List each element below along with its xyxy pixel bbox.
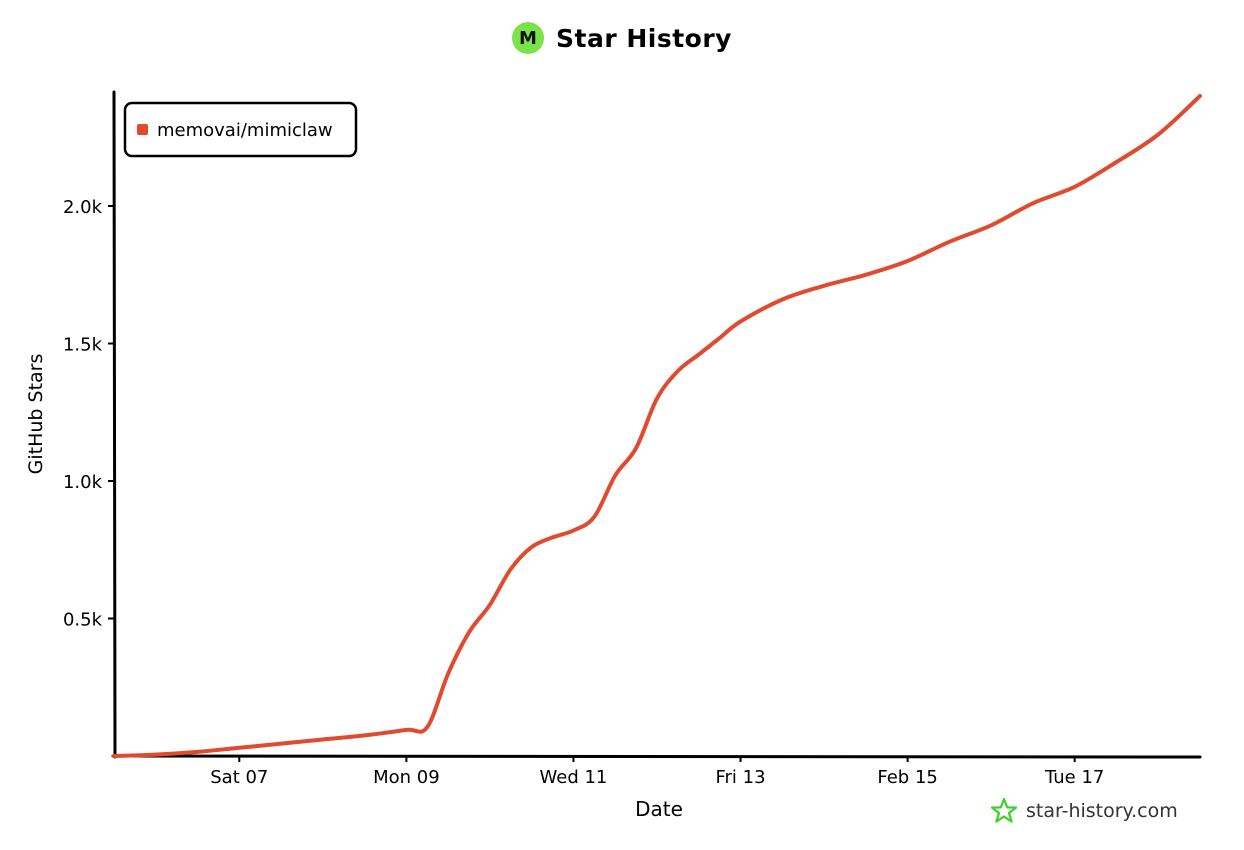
x-tick-label: Tue 17: [1044, 767, 1104, 788]
legend-box: [123, 101, 358, 158]
series-line-memovai-mimiclaw: [112, 94, 1202, 758]
x-tick-label: Fri 13: [715, 767, 765, 788]
footer-brand[interactable]: star-history.com: [990, 794, 1178, 828]
star-history-logo-icon: M: [512, 22, 544, 54]
plot-area: 0.5k 1.0k 1.5k 2.0k Sat 07 Mon 09 Wed 11 Fri 13…: [25, 90, 1202, 821]
x-axis-line: [111, 754, 1202, 759]
x-tick-label: Wed 11: [540, 767, 608, 788]
y-tick-label: 1.0k: [63, 472, 103, 493]
chart-header: M Star History: [0, 22, 1244, 54]
legend-swatch: [137, 124, 148, 135]
chart-title: Star History: [556, 23, 732, 53]
x-tick-label: Feb 15: [877, 767, 938, 788]
legend: memovai/mimiclaw: [123, 101, 358, 158]
y-tick-label: 0.5k: [63, 610, 103, 631]
y-tick-label: 1.5k: [63, 335, 103, 356]
x-tick-label: Mon 09: [373, 767, 440, 788]
x-axis-label: Date: [635, 797, 683, 821]
footer-link[interactable]: star-history.com: [1026, 800, 1178, 822]
y-axis-line: [112, 90, 117, 759]
star-outline-icon: [990, 797, 1018, 823]
y-tick-label: 2.0k: [63, 197, 103, 218]
y-axis-label: GitHub Stars: [25, 354, 47, 475]
legend-label: memovai/mimiclaw: [157, 120, 333, 141]
x-tick-label: Sat 07: [210, 767, 268, 788]
